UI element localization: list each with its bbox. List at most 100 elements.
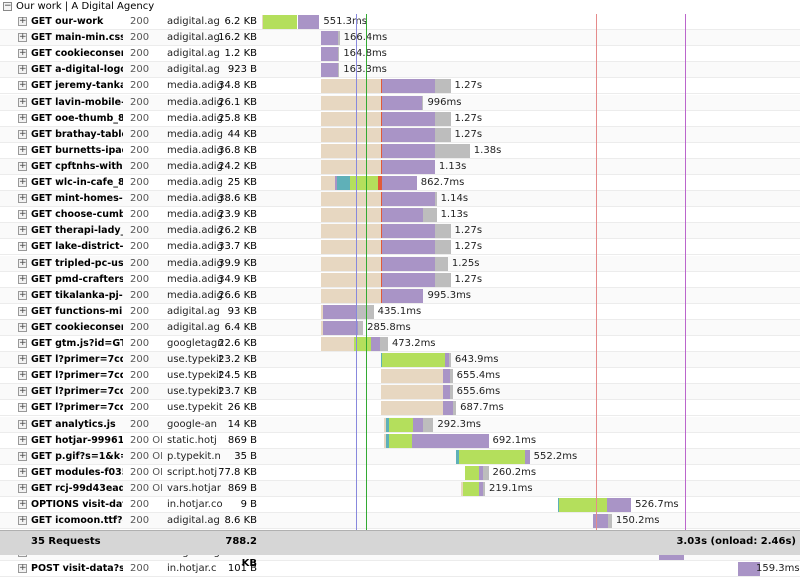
request-row[interactable]: + GET l?primer=7cdc 200 use.typekit 23.7 KB 6… bbox=[0, 384, 800, 401]
request-row[interactable]: + GET mint-homes-i 200 media.adig 38.6 KB 1.1… bbox=[0, 191, 800, 208]
request-duration: 164.8ms bbox=[343, 46, 387, 62]
request-row[interactable]: + GET l?primer=7cdc 200 use.typekit 26 KB 687… bbox=[0, 400, 800, 417]
request-row[interactable]: + GET jeremy-tankar 200 media.adig 34.8 KB 1.… bbox=[0, 78, 800, 95]
expand-row-icon[interactable]: + bbox=[18, 177, 27, 187]
request-size: 22.6 KB bbox=[218, 338, 257, 349]
request-row[interactable]: + GET l?primer=7cdc 200 use.typekit 24.5 KB 6… bbox=[0, 368, 800, 385]
request-row[interactable]: + GET tripled-pc-use 200 media.adig 39.9 KB 1… bbox=[0, 255, 800, 272]
request-duration: 163.3ms bbox=[343, 64, 387, 76]
request-row[interactable]: + GET our-work 200 adigital.ag 6.2 KB 551.3ms bbox=[0, 14, 800, 30]
expand-row-icon[interactable]: + bbox=[18, 354, 27, 365]
timing-bar-receive bbox=[338, 63, 340, 78]
request-url: GET icomoon.ttf?o1 bbox=[31, 515, 123, 527]
expand-row-icon[interactable]: + bbox=[18, 563, 27, 574]
expand-row-icon[interactable]: + bbox=[18, 241, 27, 252]
request-timeline: 166.4ms bbox=[262, 30, 800, 46]
request-size: 44 KB bbox=[227, 128, 257, 140]
request-duration: 1.27s bbox=[454, 112, 483, 124]
request-timeline: 1.27s bbox=[262, 223, 800, 239]
expand-row-icon[interactable]: + bbox=[18, 482, 27, 493]
timing-bar-wait bbox=[382, 159, 435, 174]
timing-bar-blocking bbox=[321, 159, 381, 174]
request-row[interactable]: + GET cookieconsent. 200 adigital.ag 1.2 KB 1… bbox=[0, 46, 800, 63]
timing-bar-connect bbox=[262, 15, 298, 29]
expand-row-icon[interactable]: + bbox=[18, 370, 27, 381]
request-timeline: 435.1ms bbox=[262, 304, 800, 320]
expand-row-icon[interactable]: + bbox=[18, 386, 27, 397]
expand-row-icon[interactable]: + bbox=[18, 289, 27, 300]
expand-row-icon[interactable]: + bbox=[18, 450, 27, 461]
page-group-header[interactable]: − Our work | A Digital Agency bbox=[0, 0, 800, 14]
request-row[interactable]: + GET burnetts-ipad- 200 media.adig 36.8 KB 1… bbox=[0, 143, 800, 159]
expand-row-icon[interactable]: + bbox=[18, 96, 27, 107]
request-row[interactable]: + GET ooe-thumb_8c 200 media.adig 25.8 KB 1.2… bbox=[0, 111, 800, 127]
expand-row-icon[interactable]: + bbox=[18, 160, 27, 171]
request-row[interactable]: + GET brathay-tablet 200 media.adig 44 KB 1.2… bbox=[0, 126, 800, 143]
request-row[interactable]: + GET functions-min 200 adigital.ag 93 KB 435… bbox=[0, 304, 800, 320]
request-row[interactable]: + GET l?primer=7cdc 200 use.typekit 23.2 KB 6… bbox=[0, 352, 800, 369]
expand-row-icon[interactable]: + bbox=[18, 64, 27, 75]
request-status: 200 bbox=[130, 499, 150, 510]
expand-row-icon[interactable]: + bbox=[18, 257, 27, 268]
request-row[interactable]: + GET hotjar-99961.j 200 OK static.hotj 869 … bbox=[0, 433, 800, 449]
expand-row-icon[interactable]: + bbox=[18, 321, 27, 332]
request-row[interactable]: + GET a-digital-logo 200 adigital.ag 923 B 16… bbox=[0, 62, 800, 79]
request-row[interactable]: + GET wlc-in-cafe_8c 200 media.adig 25 KB 862… bbox=[0, 175, 800, 191]
request-domain: adigital.ag bbox=[167, 16, 220, 27]
expand-row-icon[interactable]: + bbox=[18, 305, 27, 316]
request-row[interactable]: + GET cpftnhs-with- 200 media.adig 24.2 KB 1.… bbox=[0, 158, 800, 175]
request-url: GET l?primer=7cdc bbox=[31, 370, 123, 382]
request-status: 200 bbox=[130, 386, 150, 398]
expand-row-icon[interactable]: + bbox=[18, 338, 27, 348]
request-row[interactable]: + GET lake-district-i 200 media.adig 33.7 KB… bbox=[0, 239, 800, 256]
request-row[interactable]: + GET choose-cumbr 200 media.adig 23.9 KB 1.1… bbox=[0, 207, 800, 224]
expand-row-icon[interactable]: + bbox=[18, 402, 27, 413]
expand-row-icon[interactable]: + bbox=[18, 16, 27, 26]
request-timeline: 219.1ms bbox=[262, 481, 800, 497]
request-row[interactable]: + GET icomoon.ttf?o1 200 adigital.ag 8.6 KB 1… bbox=[0, 513, 800, 530]
expand-row-icon[interactable]: + bbox=[18, 225, 27, 236]
request-row[interactable]: + GET pmd-crafters- 200 media.adig 34.9 KB 1.… bbox=[0, 272, 800, 288]
request-row[interactable]: + GET lavin-mobile-c 200 media.adig 26.1 KB 9… bbox=[0, 94, 800, 111]
timing-bar-blocking bbox=[321, 256, 381, 271]
request-url: GET p.gif?s=1&k=f bbox=[31, 450, 123, 462]
request-row[interactable]: + POST visit-data?sv 200 in.hotjar.c 101 B 15… bbox=[0, 561, 800, 577]
request-domain: media.adig bbox=[167, 177, 223, 188]
request-size: 24.5 KB bbox=[218, 370, 257, 382]
request-row[interactable]: + GET tikalanka-pj-b 200 media.adig 26.6 KB 9… bbox=[0, 287, 800, 304]
request-row[interactable]: + GET analytics.js 200 google-an 14 KB 292.3m… bbox=[0, 416, 800, 433]
timing-bar-receive bbox=[421, 95, 424, 110]
expand-row-icon[interactable]: + bbox=[18, 209, 27, 220]
request-row[interactable]: + GET rcj-99d43ead6 200 OK vars.hotjar 869 B… bbox=[0, 480, 800, 497]
timing-bar-blocking bbox=[321, 111, 381, 126]
timing-bar-receive bbox=[434, 143, 470, 158]
expand-row-icon[interactable]: + bbox=[18, 434, 27, 445]
collapse-icon[interactable]: − bbox=[3, 1, 12, 11]
request-row[interactable]: + GET therapi-lady_8 200 media.adig 26.2 KB 1… bbox=[0, 223, 800, 240]
request-row[interactable]: + OPTIONS visit-data 200 in.hotjar.co 9 B 526… bbox=[0, 497, 800, 513]
expand-row-icon[interactable]: + bbox=[18, 499, 27, 509]
expand-row-icon[interactable]: + bbox=[18, 144, 27, 155]
expand-row-icon[interactable]: + bbox=[18, 273, 27, 284]
timing-bar-wait bbox=[382, 111, 435, 126]
summary-bar: 35 Requests 788.2 KB 3.03s (onload: 2.46… bbox=[0, 530, 800, 569]
request-timeline: 1.13s bbox=[262, 207, 800, 223]
expand-row-icon[interactable]: + bbox=[18, 418, 27, 429]
expand-row-icon[interactable]: + bbox=[18, 128, 27, 139]
expand-row-icon[interactable]: + bbox=[18, 193, 27, 204]
expand-row-icon[interactable]: + bbox=[18, 48, 27, 59]
expand-row-icon[interactable]: + bbox=[18, 515, 27, 526]
timing-bar-connect bbox=[388, 417, 414, 432]
timing-bar-receive bbox=[450, 369, 453, 384]
expand-row-icon[interactable]: + bbox=[18, 466, 27, 477]
expand-row-icon[interactable]: + bbox=[18, 112, 27, 123]
request-timeline: 1.27s bbox=[262, 272, 800, 288]
expand-row-icon[interactable]: + bbox=[18, 80, 27, 91]
request-status: 200 bbox=[130, 112, 150, 124]
request-row[interactable]: + GET cookieconsent 200 adigital.ag 6.4 KB 28… bbox=[0, 319, 800, 336]
expand-row-icon[interactable]: + bbox=[18, 32, 27, 43]
request-row[interactable]: + GET p.gif?s=1&k=f 200 OK p.typekit.n 35 B 5… bbox=[0, 448, 800, 465]
